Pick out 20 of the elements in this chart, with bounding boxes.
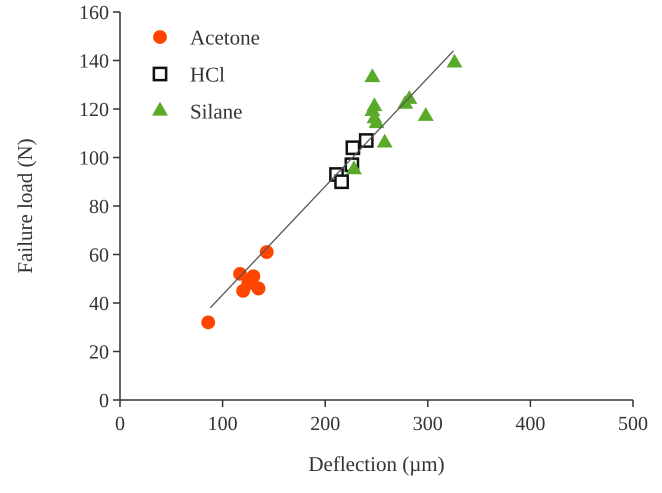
y-tick-label: 40 xyxy=(89,293,109,315)
x-tick-label: 400 xyxy=(515,413,546,435)
x-tick-label: 0 xyxy=(115,413,125,435)
y-tick-label: 100 xyxy=(79,148,109,170)
y-tick-label: 160 xyxy=(79,2,109,24)
x-tick-label: 500 xyxy=(618,413,648,435)
legend-label: Acetone xyxy=(190,25,260,50)
x-tick-label: 200 xyxy=(310,413,340,435)
y-tick-label: 0 xyxy=(99,390,109,412)
legend-label: Silane xyxy=(190,99,242,124)
y-tick-label: 80 xyxy=(89,196,109,218)
y-tick-label: 120 xyxy=(79,99,109,121)
x-tick-label: 100 xyxy=(208,413,238,435)
x-axis-title: Deflection (µm) xyxy=(308,452,445,476)
y-tick-label: 20 xyxy=(89,342,109,364)
y-tick-label: 140 xyxy=(79,50,109,72)
y-axis-title: Failure load (N) xyxy=(13,138,37,274)
y-tick-label: 60 xyxy=(89,244,109,266)
legend-label: HCl xyxy=(190,62,226,86)
x-tick-label: 300 xyxy=(412,413,443,435)
